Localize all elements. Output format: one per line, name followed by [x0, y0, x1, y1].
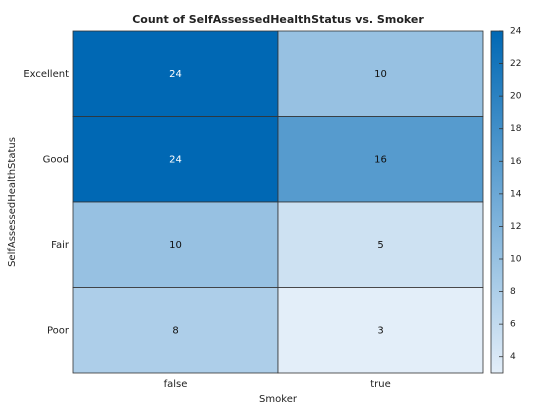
- colorbar-tick-label: 4: [510, 352, 516, 362]
- colorbar-tick-label: 24: [510, 27, 522, 37]
- x-tick-label: true: [370, 379, 391, 390]
- colorbar-tick-label: 8: [510, 287, 516, 297]
- cell-label: 10: [169, 240, 182, 251]
- chart-title: Count of SelfAssessedHealthStatus vs. Sm…: [132, 13, 424, 26]
- heatmap-cell: [277, 30, 484, 117]
- colorbar: [490, 30, 504, 374]
- x-axis-label: Smoker: [259, 394, 298, 405]
- cell-label: 8: [172, 325, 178, 336]
- heatmap-cell: [72, 287, 279, 374]
- colorbar-tick-label: 6: [510, 320, 516, 330]
- colorbar-tick-label: 10: [510, 255, 522, 265]
- heatmap-cell: [277, 201, 484, 288]
- cell-label: 3: [377, 325, 383, 336]
- colorbar-tick-label: 12: [510, 222, 521, 232]
- cell-label: 24: [169, 69, 182, 80]
- colorbar-tick-label: 20: [510, 92, 522, 102]
- y-tick-label: Good: [43, 154, 69, 165]
- heatmap-cell: [277, 287, 484, 374]
- y-tick-label: Fair: [51, 240, 70, 251]
- y-tick-label: Poor: [47, 325, 70, 336]
- heatmap-cell: [72, 201, 279, 288]
- cell-label: 10: [374, 69, 387, 80]
- y-tick-label: Excellent: [23, 69, 69, 80]
- cell-label: 5: [377, 240, 383, 251]
- colorbar-tick-label: 14: [510, 189, 522, 199]
- x-tick-label: false: [164, 379, 188, 390]
- heatmap-cell: [72, 116, 279, 203]
- y-axis-label: SelfAssessedHealthStatus: [7, 137, 18, 267]
- colorbar-tick-label: 22: [510, 59, 521, 69]
- cell-label: 16: [374, 154, 387, 165]
- heatmap-cell: [72, 30, 279, 117]
- colorbar-tick-label: 18: [510, 124, 522, 134]
- cell-label: 24: [169, 154, 182, 165]
- colorbar-tick-label: 16: [510, 157, 522, 167]
- heatmap-cell: [277, 116, 484, 203]
